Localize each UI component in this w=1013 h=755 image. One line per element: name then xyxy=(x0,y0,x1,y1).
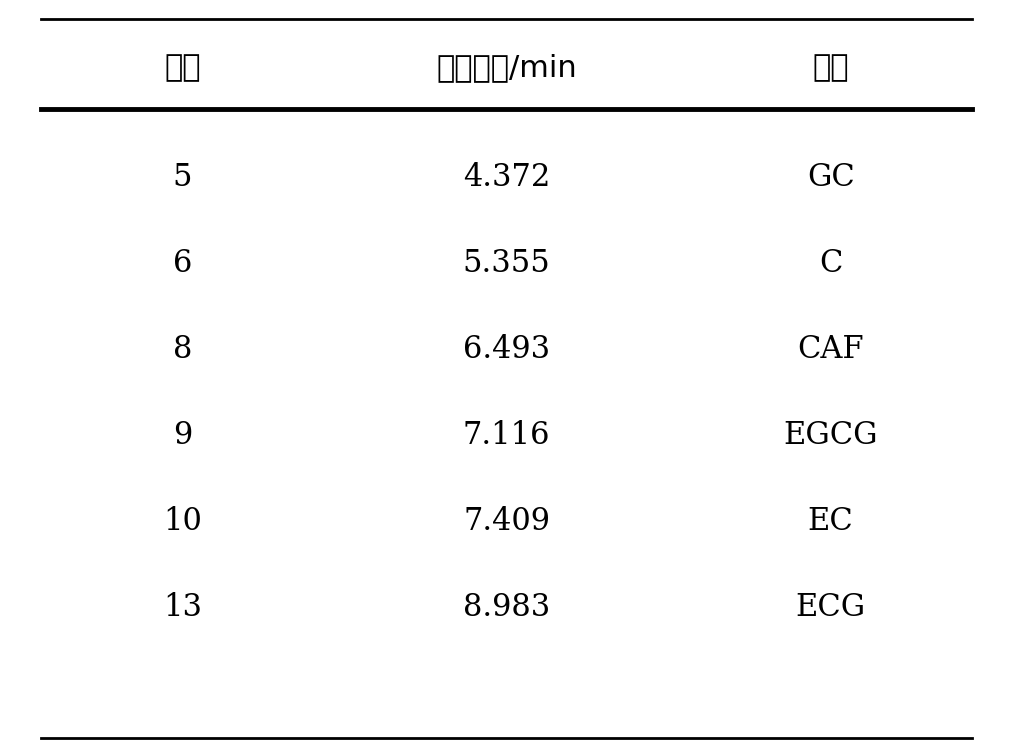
Text: EGCG: EGCG xyxy=(783,420,878,451)
Text: 9: 9 xyxy=(172,420,192,451)
Text: 8: 8 xyxy=(172,334,192,365)
Text: C: C xyxy=(819,248,843,279)
Text: 7.409: 7.409 xyxy=(463,506,550,538)
Text: 8.983: 8.983 xyxy=(463,592,550,624)
Text: 13: 13 xyxy=(163,592,202,624)
Text: 组分: 组分 xyxy=(812,54,849,82)
Text: 6: 6 xyxy=(172,248,192,279)
Text: 谱峰: 谱峰 xyxy=(164,54,201,82)
Text: 4.372: 4.372 xyxy=(463,162,550,193)
Text: 5: 5 xyxy=(172,162,192,193)
Text: 10: 10 xyxy=(163,506,202,538)
Text: 6.493: 6.493 xyxy=(463,334,550,365)
Text: ECG: ECG xyxy=(795,592,866,624)
Text: 5.355: 5.355 xyxy=(463,248,550,279)
Text: 保留时间/min: 保留时间/min xyxy=(437,54,576,82)
Text: CAF: CAF xyxy=(797,334,864,365)
Text: 7.116: 7.116 xyxy=(463,420,550,451)
Text: EC: EC xyxy=(807,506,854,538)
Text: GC: GC xyxy=(806,162,855,193)
